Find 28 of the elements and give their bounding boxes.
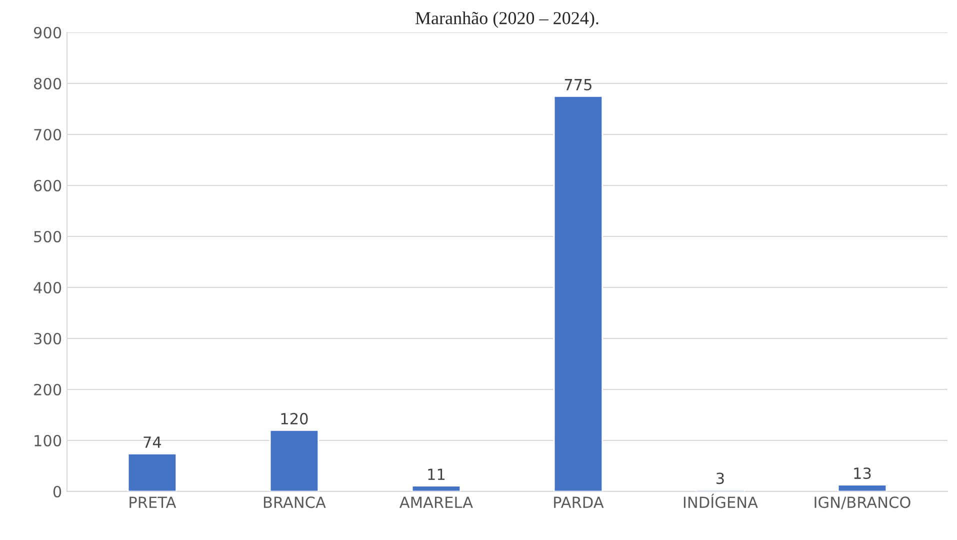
chart-title: Maranhão (2020 – 2024). [415, 12, 598, 28]
y-tick-label: 700 [34, 128, 62, 140]
y-tick-label: 400 [34, 282, 62, 294]
y-tick-label: 300 [34, 332, 62, 344]
x-tick-label: IGN/BRANCO [814, 496, 910, 510]
y-tick-label: 900 [34, 26, 62, 38]
bar [127, 452, 178, 492]
x-tick-label: INDÍGENA [684, 494, 758, 508]
bar [411, 485, 462, 492]
bar [269, 430, 320, 492]
y-tick-label: 600 [34, 180, 62, 192]
data-label: 13 [854, 467, 871, 480]
x-tick-label: AMARELA [399, 496, 473, 508]
x-tick-label: PARDA [554, 496, 604, 508]
bar [837, 484, 888, 492]
bar [553, 95, 604, 492]
data-label: 74 [144, 436, 162, 448]
data-label: 775 [564, 79, 592, 90]
y-tick-label: 0 [53, 486, 62, 498]
x-tick-label: BRANCA [264, 496, 326, 508]
x-tick-label: PRETA [130, 496, 176, 508]
data-label: 3 [716, 472, 724, 484]
data-label: 120 [281, 412, 308, 424]
y-tick-label: 800 [34, 78, 62, 90]
data-label: 11 [428, 468, 445, 480]
y-tick-label: 500 [34, 230, 62, 242]
y-tick-label: 200 [34, 384, 62, 396]
y-tick-label: 100 [34, 434, 62, 446]
